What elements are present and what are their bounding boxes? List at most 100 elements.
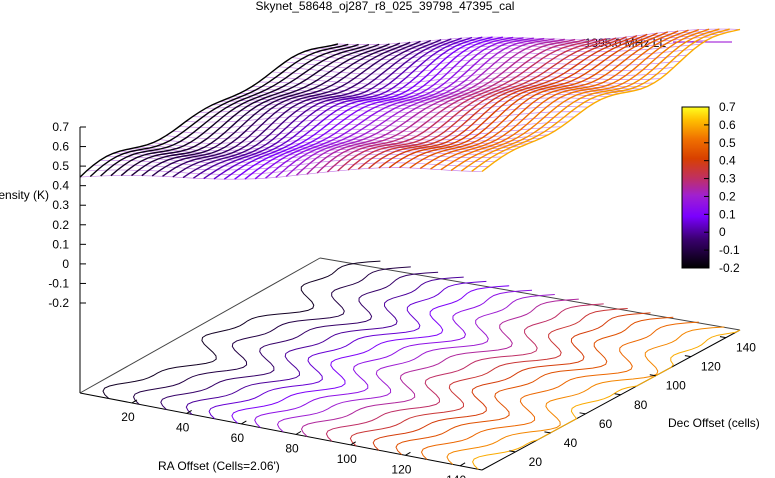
contour-line xyxy=(185,276,464,415)
surface-mesh-line xyxy=(212,91,615,106)
surface-mesh-line xyxy=(99,154,502,167)
surface-mesh-line xyxy=(316,38,576,174)
z-tick-label: 0.7 xyxy=(52,120,69,134)
colorbar-tick-label: 0.1 xyxy=(719,207,736,221)
surface-mesh-line xyxy=(225,87,628,101)
contour-line xyxy=(349,308,628,447)
surface-mesh-line xyxy=(460,28,720,172)
surface-mesh-line xyxy=(306,38,565,175)
contour-line xyxy=(325,303,604,442)
z-axis-label: Intensity (K) xyxy=(0,188,49,202)
z-tick-label: -0.1 xyxy=(48,276,69,290)
y-tick-mark xyxy=(719,336,727,339)
surface-mesh-line xyxy=(232,86,635,99)
z-tick-label: 0 xyxy=(62,257,69,271)
surface-mesh-line xyxy=(285,37,545,177)
y-tick-label: 120 xyxy=(701,360,721,374)
y-tick-label: 100 xyxy=(666,379,686,393)
surface-mesh-line xyxy=(326,38,586,173)
contour-lines xyxy=(102,260,741,470)
z-tick-label: 0.3 xyxy=(52,198,69,212)
colorbar: -0.2 -0.1 0 0.1 0.2 0.3 0.4 0.5 0.6 0.7 xyxy=(681,100,740,275)
y-tick-mark xyxy=(544,431,551,434)
colorbar-tick-label: -0.1 xyxy=(719,243,740,257)
surface-mesh-line xyxy=(234,36,493,180)
colorbar-tick-label: 0.2 xyxy=(719,189,736,203)
surface-mesh-line xyxy=(203,37,462,180)
x-tick-mark xyxy=(295,430,302,435)
surface-mesh-line xyxy=(213,36,473,180)
y-tick-mark xyxy=(649,374,656,377)
surface-mesh-line xyxy=(110,43,370,177)
surface-mesh-line xyxy=(238,84,641,98)
x-tick-label: 20 xyxy=(121,410,135,424)
surface-mesh-line xyxy=(179,111,582,128)
y-tick-mark xyxy=(579,412,586,415)
contour-line xyxy=(208,280,487,420)
surface-mesh-line xyxy=(440,28,700,171)
contour-line xyxy=(231,285,510,424)
surface-mesh-line xyxy=(185,106,588,123)
surface-mesh-line xyxy=(347,38,607,171)
surface-mesh-line xyxy=(79,167,483,180)
surface-mesh-line xyxy=(450,28,710,171)
surface-mesh-line xyxy=(409,31,669,169)
surface-mesh-line xyxy=(165,121,569,139)
z-tick-label: 0.2 xyxy=(52,218,69,232)
surface-mesh-line xyxy=(291,49,694,65)
surface-mesh-line xyxy=(139,137,542,154)
surface-mesh-line xyxy=(331,30,734,48)
contour-line xyxy=(254,289,533,428)
x-axis-ticks: 20 40 60 80 100 120 140 xyxy=(121,399,466,478)
surface-mesh-line xyxy=(278,60,681,75)
surface-mesh-line xyxy=(245,82,648,96)
surface-mesh-line xyxy=(172,39,432,178)
surface-mesh-line xyxy=(298,44,701,61)
surface-mesh-line xyxy=(199,97,602,113)
surface-mesh-line xyxy=(120,43,380,177)
surface-mesh-line xyxy=(265,37,524,179)
colorbar-ticks: -0.2 -0.1 0 0.1 0.2 0.3 0.4 0.5 0.6 0.7 xyxy=(704,100,740,275)
surface-mesh-line xyxy=(399,32,658,169)
y-tick-mark xyxy=(684,355,691,358)
x-tick-label: 100 xyxy=(337,452,357,466)
x-tick-mark xyxy=(131,399,138,404)
contour-line xyxy=(420,321,699,460)
x-tick-label: 140 xyxy=(446,473,466,478)
y-axis-label: Dec Offset (cells) xyxy=(668,416,760,430)
surface-mesh-line xyxy=(132,140,535,156)
y-tick-label: 20 xyxy=(529,455,543,469)
surface-mesh-line xyxy=(146,134,549,151)
surface-mesh-line xyxy=(251,79,655,93)
surface-mesh-line xyxy=(126,143,529,158)
x-axis-line xyxy=(79,392,483,471)
surface-mesh-line xyxy=(100,43,359,177)
surface-mesh-line xyxy=(141,42,401,177)
x-tick-mark xyxy=(241,420,247,425)
colorbar-gradient xyxy=(681,106,710,269)
contour-line xyxy=(102,260,381,399)
y-tick-label: 40 xyxy=(564,436,578,450)
z-tick-label: -0.2 xyxy=(48,296,69,310)
surface-mesh-line xyxy=(378,35,638,169)
x-tick-label: 60 xyxy=(231,431,245,445)
surface-mesh-line xyxy=(93,157,496,171)
y-tick-mark xyxy=(509,450,516,453)
colorbar-tick-label: 0.6 xyxy=(719,118,736,132)
surface-mesh-line xyxy=(271,67,674,80)
surface-mesh-line xyxy=(254,36,514,180)
surface-mesh-line xyxy=(162,40,421,177)
surface-mesh-line xyxy=(265,72,668,85)
x-tick-label: 40 xyxy=(176,420,190,434)
surface-mesh-line xyxy=(368,36,627,169)
surface-mesh-line xyxy=(119,146,522,159)
surface-mesh-line xyxy=(182,39,442,179)
surface-mesh-line xyxy=(218,89,621,103)
surface-mesh-line xyxy=(388,33,648,169)
colorbar-tick-label: 0 xyxy=(719,225,726,239)
contour-line xyxy=(446,326,725,465)
surface-mesh-line xyxy=(318,34,721,52)
surface-mesh-line xyxy=(193,38,452,179)
contour-line xyxy=(160,271,439,410)
surface-mesh-line xyxy=(311,36,714,54)
